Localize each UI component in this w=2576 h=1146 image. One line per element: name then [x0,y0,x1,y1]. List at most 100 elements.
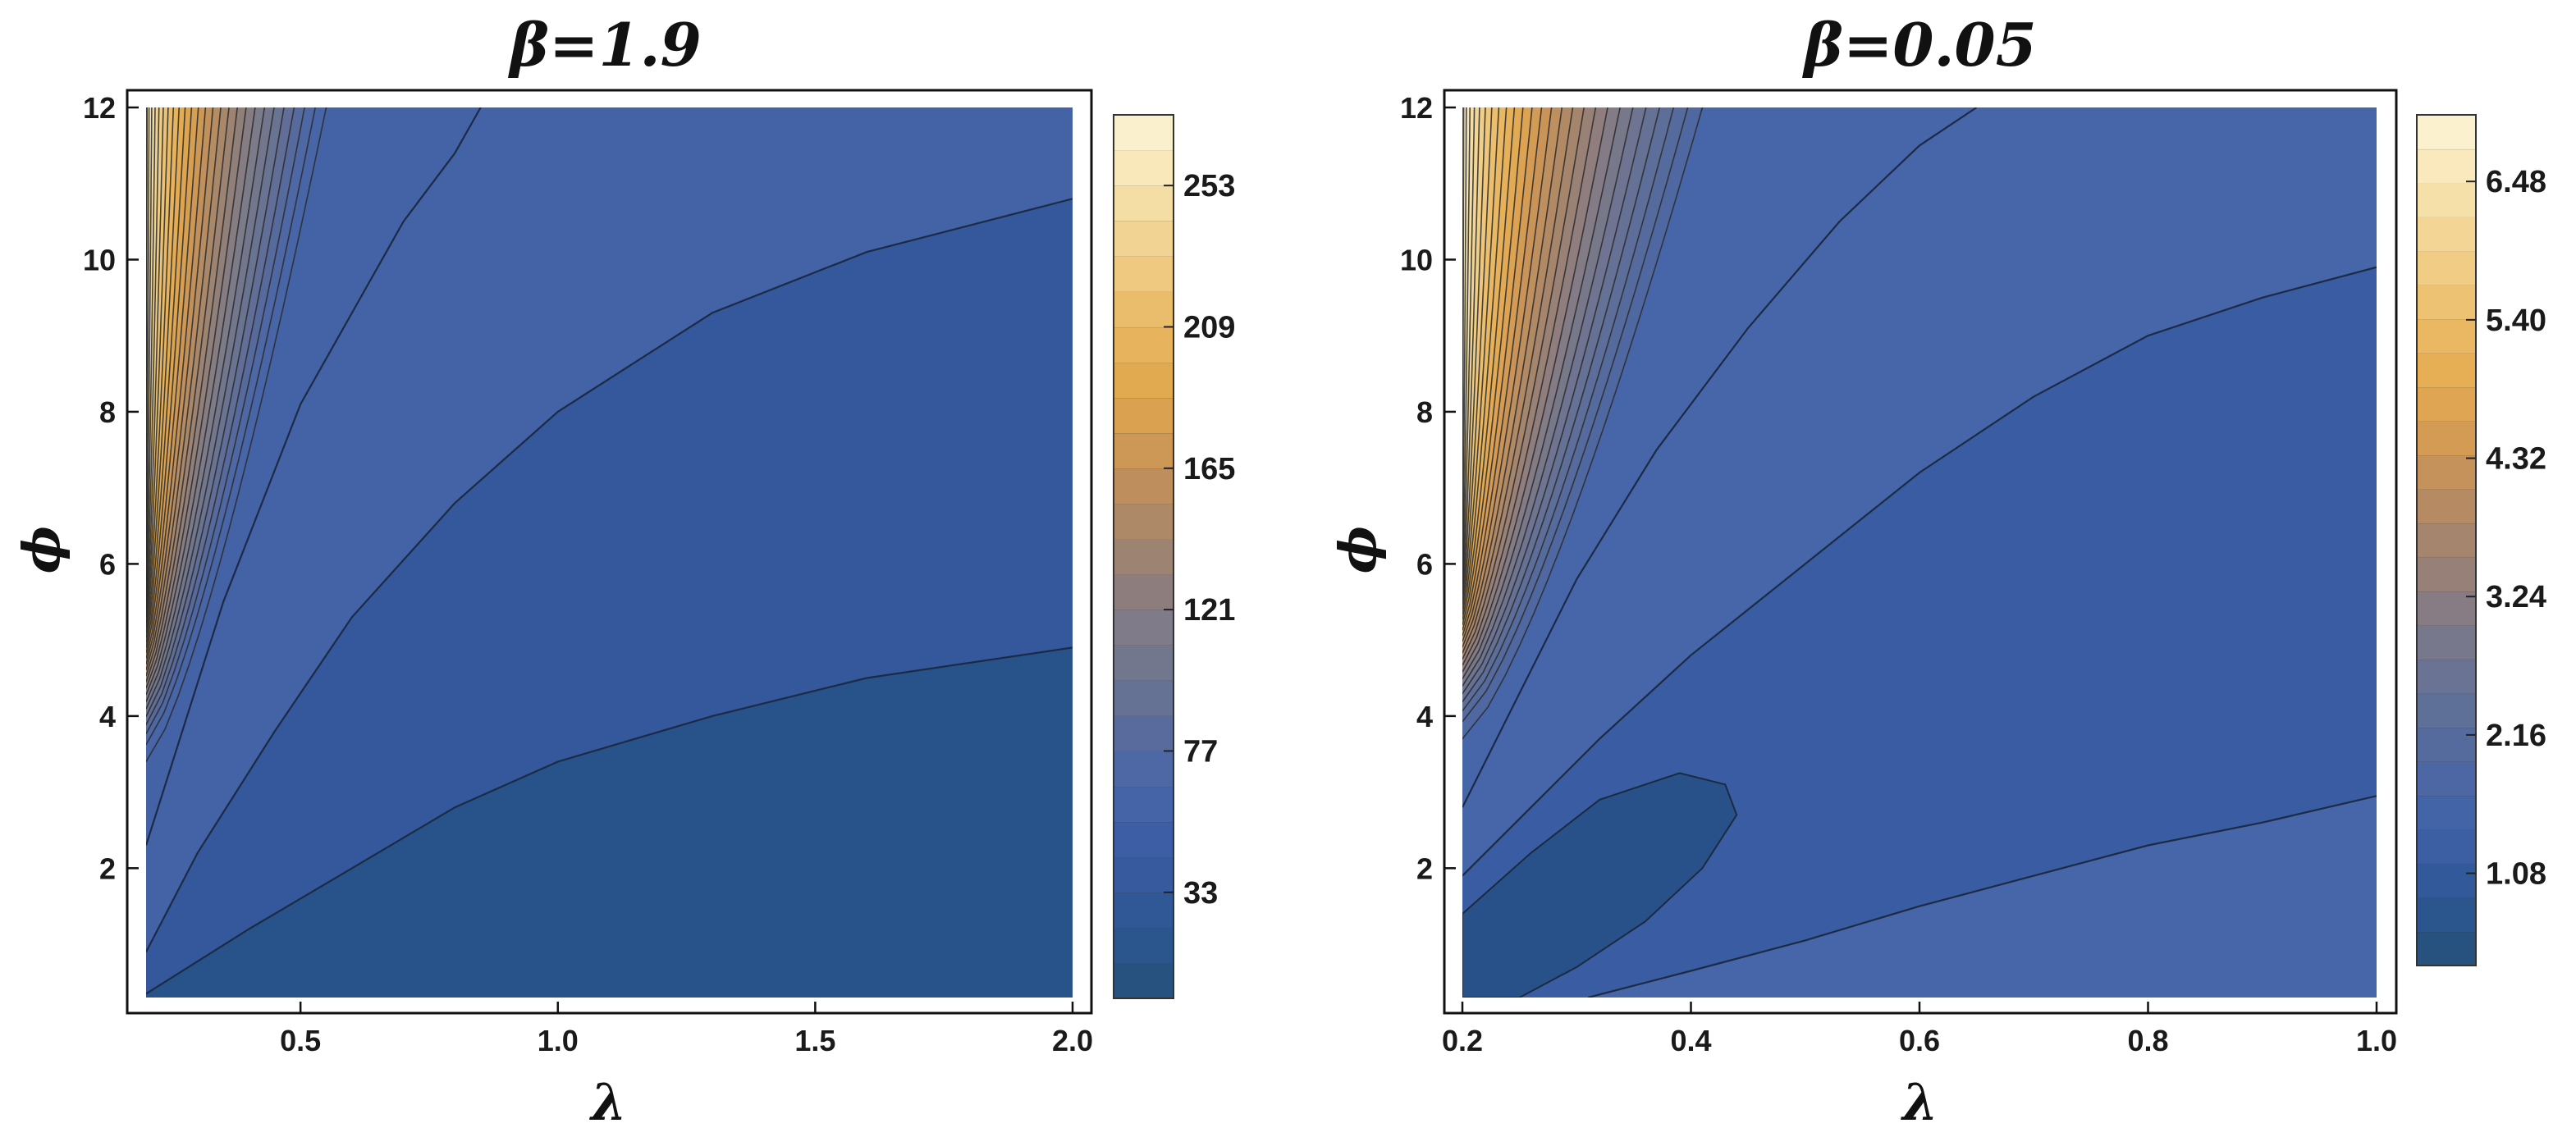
contour-line [146,107,214,664]
x-tick-label: 0.2 [1442,1024,1483,1057]
contour-line [1587,795,2377,998]
y-tick-label: 6 [99,547,116,581]
chart-right-ylabel: ϕ [1328,526,1388,573]
contour-line [146,107,482,846]
colorbar-tick-label: 33 [1183,876,1218,911]
contour-band [1462,107,1573,654]
colorbar-tick-label: 2.16 [2486,719,2546,753]
colorbar-level [1114,221,1174,257]
colorbar-level [1114,326,1174,363]
contour-band [146,107,199,654]
contour-line [146,107,222,671]
y-tick-label: 10 [83,243,116,276]
contour-line [1462,107,1467,581]
contour-line [146,107,193,648]
contour-line [146,107,153,609]
contour-band [146,107,238,683]
contour-band [1462,107,1542,637]
contour-line [146,107,180,638]
chart-left-colorbar [1114,114,1174,999]
contour-line [1462,107,1634,687]
colorbar-level [1114,892,1174,929]
contour-band [146,107,305,734]
contour-line [1462,107,1661,703]
contour-line [146,107,207,660]
colorbar-level [2417,829,2476,865]
colorbar-level [2417,250,2476,285]
colorbar-tick-label: 5.40 [2486,304,2546,338]
contour-band [1462,107,1492,605]
contour-line [1462,107,1647,695]
colorbar-level [1114,538,1174,575]
colorbar-level [2417,625,2476,660]
contour-band [1462,107,1633,687]
contour-line [1462,107,1585,660]
colorbar-tick-label: 1.08 [2486,857,2546,892]
colorbar-level [1114,468,1174,505]
contour-line [1462,107,1553,642]
chart-left-colorbar-ticks: 33 77 121 165 209 253 [1164,169,1235,911]
colorbar-level [2417,148,2476,184]
chart-left-ylabel: ϕ [11,526,71,573]
contour-line [1462,107,1508,615]
contour-line [1462,107,1493,605]
contour-line [146,646,1073,995]
chart-left-contour-fan [146,107,327,762]
contour-band [1462,107,1563,647]
colorbar-level [1114,645,1174,681]
colorbar-tick-label: 253 [1183,169,1235,203]
x-tick-label: 1.5 [794,1024,835,1057]
x-tick-label: 0.6 [1899,1024,1940,1057]
chart-left-contour-fills [146,107,1073,998]
contour-line [146,107,230,677]
contour-band [1462,107,1688,722]
chart-left-title: β=1.9 [507,10,701,80]
y-tick-label: 10 [1400,243,1433,276]
contour-line [1462,107,1608,673]
contour-band [1462,107,1532,631]
contour-line [1462,107,1543,637]
contour-band [1462,107,1646,694]
y-tick-label: 6 [1416,547,1433,581]
contour-line [146,107,160,618]
colorbar-level [1114,610,1174,646]
colorbar-level [2417,318,2476,354]
contour-line [1462,107,1516,620]
y-tick-label: 2 [1416,852,1433,885]
contour-band [146,107,192,648]
x-tick-label: 0.8 [2127,1024,2168,1057]
contour-line [1462,266,2377,877]
chart-right-x-ticks: 0.2 0.4 0.6 0.8 1.0 [1442,1002,2397,1057]
contour-band [146,107,213,664]
colorbar-level [2417,421,2476,456]
contour-line [1462,107,1563,648]
colorbar-level [2417,659,2476,694]
colorbar-level [1114,115,1174,151]
chart-right-xlabel: λ [1900,1072,1938,1132]
contour-line [146,107,175,632]
contour-line [1462,107,1621,680]
contour-band [1462,107,1485,600]
colorbar-tick-label: 3.24 [2486,580,2546,614]
x-tick-label: 2.0 [1052,1024,1093,1057]
colorbar-level [1114,786,1174,823]
colorbar-level [2417,454,2476,490]
colorbar-level [1114,821,1174,858]
colorbar-level [1114,503,1174,540]
y-tick-label: 2 [99,852,116,885]
chart-right-colorbar-frame [2416,114,2477,966]
contour-band [1462,107,1499,610]
contour-line [146,198,1073,952]
contour-line [1462,107,1524,626]
colorbar-level [1114,291,1174,327]
colorbar-level [1114,256,1174,292]
colorbar-level [1114,856,1174,893]
contour-line [1462,107,1597,666]
y-tick-label: 4 [99,700,116,733]
contour-band [146,107,316,745]
colorbar-level [2417,897,2476,933]
colorbar-level [2417,931,2476,966]
colorbar-level [2417,353,2476,388]
chart-right-contour-fills [1462,107,2377,998]
contour-band [146,107,168,628]
